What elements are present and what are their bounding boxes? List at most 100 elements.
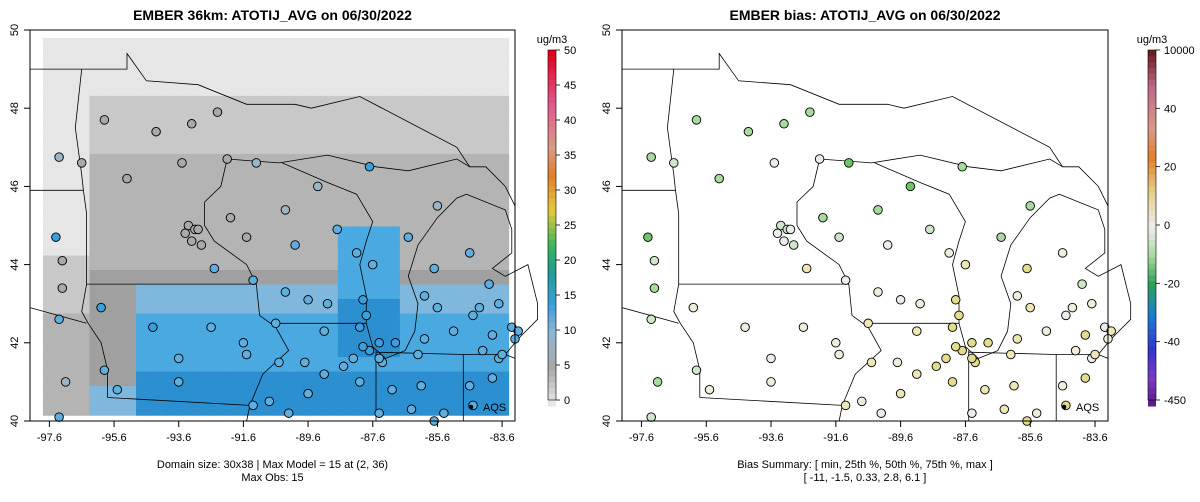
grid-cell [322,400,339,416]
grid-cell [493,240,510,257]
grid-cell [337,37,354,53]
grid-cell [415,124,432,141]
grid-cell [291,211,308,228]
site-marker [251,158,262,168]
grid-cell [322,81,339,97]
grid-cell [244,328,261,344]
grid-cell [477,357,494,373]
grid-cell [291,328,308,344]
concentration-map-panel: AQS -97.6 -95.6 -93.6 -91.6 -89.6 -87.6 -85.6 -8… [9,7,576,484]
grid-cell [229,357,246,373]
grid-cell [461,284,479,300]
site-marker [1080,330,1091,340]
grid-cell [58,270,75,286]
grid-cell [151,255,168,271]
colorbar-segment [548,204,556,211]
colorbar-segment [1148,311,1156,318]
site-marker [303,388,313,399]
grid-cell [89,371,106,387]
grid-cell [42,66,60,82]
site-marker [487,330,498,340]
site-marker [487,373,498,383]
grid-cell [430,211,448,228]
grid-cell [477,52,494,68]
grid-cell [493,386,510,402]
grid-cell [415,313,432,329]
border-canada [30,52,312,109]
site-marker [1057,248,1068,258]
grid-cell [105,110,122,126]
grid-cell [493,284,510,300]
site-marker [649,283,660,293]
grid-cell [322,52,339,68]
grid-cell [306,110,323,126]
colorbar-segment [548,382,556,389]
site-marker [177,158,187,168]
grid-cell [399,299,417,315]
grid-cell [493,81,510,97]
grid-cell [42,371,60,387]
site-marker [646,412,656,422]
grid-cell [493,168,510,184]
colorbar-segment [548,210,556,217]
grid-cell [430,37,448,53]
grid-cell [229,52,246,68]
grid-cell [120,226,137,242]
grid-cell [275,211,292,228]
colorbar-segment [548,364,556,371]
grid-cell [306,313,323,329]
panel-title: EMBER bias: ATOTIJ_AVG on 06/30/2022 [729,7,1000,23]
site-marker [406,404,417,415]
grid-cell [291,139,308,155]
grid-cell [42,357,60,373]
grid-cell [182,255,199,271]
grid-cell [198,168,215,184]
grid-cell [493,153,510,170]
grid-cell [73,139,91,155]
site-marker [300,357,310,368]
site-marker [905,181,916,192]
grid-cell [430,139,448,155]
grid-cell [477,226,494,242]
colorbar-segment [1148,186,1156,193]
grid-cell [493,37,510,53]
site-marker [196,240,207,250]
y-tick-label: 46 [9,180,21,192]
grid-cell [213,211,230,228]
grid-cell [73,313,91,329]
grid-cell [42,124,60,141]
grid-cell [89,182,106,199]
site-marker [1025,201,1035,211]
site-marker [322,298,333,309]
colorbar-segment [548,162,556,170]
grid-cell [446,313,463,329]
grid-cell [306,66,323,82]
colorbar-segment [1148,162,1156,170]
grid-cell [260,211,277,228]
grid-cell [105,357,122,373]
grid-cell [105,66,122,82]
x-tick-label: -89.6 [888,432,913,444]
colorbar-segment [548,97,556,104]
site-marker [319,369,329,379]
grid-cell [430,386,448,402]
colorbar-segment [1148,370,1156,377]
grid-cell [105,342,122,358]
colorbar-segment [548,328,556,336]
grid-cell [213,66,230,82]
grid-cell [244,182,261,199]
colorbar-segment [548,186,556,193]
site-marker [941,353,951,364]
grid-cell [461,37,479,53]
grid-cell [399,66,417,82]
grid-cell [384,371,401,387]
site-marker [950,295,961,305]
grid-cell [213,400,230,416]
colorbar-segment [1148,394,1156,401]
x-tick-label: -87.6 [953,432,978,444]
site-marker [264,396,275,407]
colorbar-segment [1148,251,1156,259]
grid-cell [446,255,463,271]
grid-cell [322,357,339,373]
grid-cell [260,342,277,358]
